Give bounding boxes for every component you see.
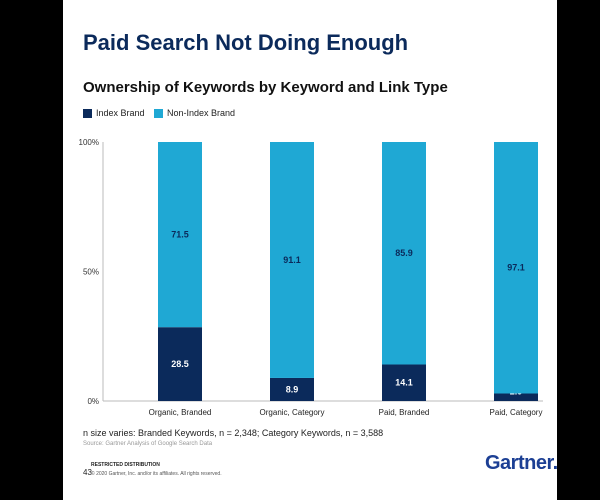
slide-number: 43 — [83, 468, 92, 477]
x-tick-label: Paid, Category — [490, 408, 543, 417]
bar-organic-category-index-brand — [270, 377, 314, 401]
legend-item-non-index-brand: Non-Index Brand — [154, 106, 235, 120]
data-label: 28.5 — [171, 359, 189, 369]
data-label: 85.9 — [395, 248, 413, 258]
legend-label-index-brand: Index Brand — [96, 108, 145, 118]
bar-organic-branded-index-brand — [158, 327, 202, 401]
x-tick-label: Organic, Branded — [149, 408, 212, 417]
chart-title: Ownership of Keywords by Keyword and Lin… — [83, 79, 448, 96]
x-tick-label: Paid, Branded — [379, 408, 430, 417]
slide-headline: Paid Search Not Doing Enough — [83, 30, 409, 55]
bar-organic-category-non-index-brand — [270, 142, 314, 378]
bar-paid-category-index-brand — [494, 393, 538, 401]
data-label: 14.1 — [395, 378, 413, 388]
legend-item-index-brand: Index Brand — [83, 106, 145, 120]
y-tick-label: 100% — [79, 138, 99, 147]
data-label: 8.9 — [286, 384, 299, 394]
y-tick-label: 0% — [87, 397, 99, 406]
restricted-distribution-label: RESTRICTED DISTRIBUTION — [91, 462, 160, 468]
slide: Paid Search Not Doing Enough Ownership o… — [63, 0, 557, 500]
bar-organic-branded-non-index-brand — [158, 142, 202, 328]
bar-paid-branded-non-index-brand — [382, 142, 426, 365]
copyright-notice: © 2020 Gartner, Inc. and/or its affiliat… — [91, 471, 222, 477]
data-label: 97.1 — [507, 263, 525, 273]
legend-swatch-index-brand — [83, 108, 92, 118]
data-label: 71.5 — [171, 230, 189, 240]
bar-paid-branded-index-brand — [382, 364, 426, 401]
bar-paid-category-non-index-brand — [494, 142, 538, 394]
data-label: 91.1 — [283, 255, 301, 265]
source-note: Source: Gartner Analysis of Google Searc… — [83, 441, 213, 447]
sample-size-footnote: n size varies: Branded Keywords, n = 2,3… — [83, 428, 384, 438]
legend-swatch-non-index-brand — [154, 108, 163, 118]
stacked-bar-chart: 0% 50% 100% 28.5 71.5 Organic, Branded 8.9 91.1… — [79, 138, 543, 417]
y-tick-label: 50% — [83, 268, 99, 277]
x-tick-label: Organic, Category — [260, 408, 325, 417]
gartner-logo: Gartner. — [485, 452, 557, 474]
legend-label-non-index-brand: Non-Index Brand — [167, 108, 236, 118]
